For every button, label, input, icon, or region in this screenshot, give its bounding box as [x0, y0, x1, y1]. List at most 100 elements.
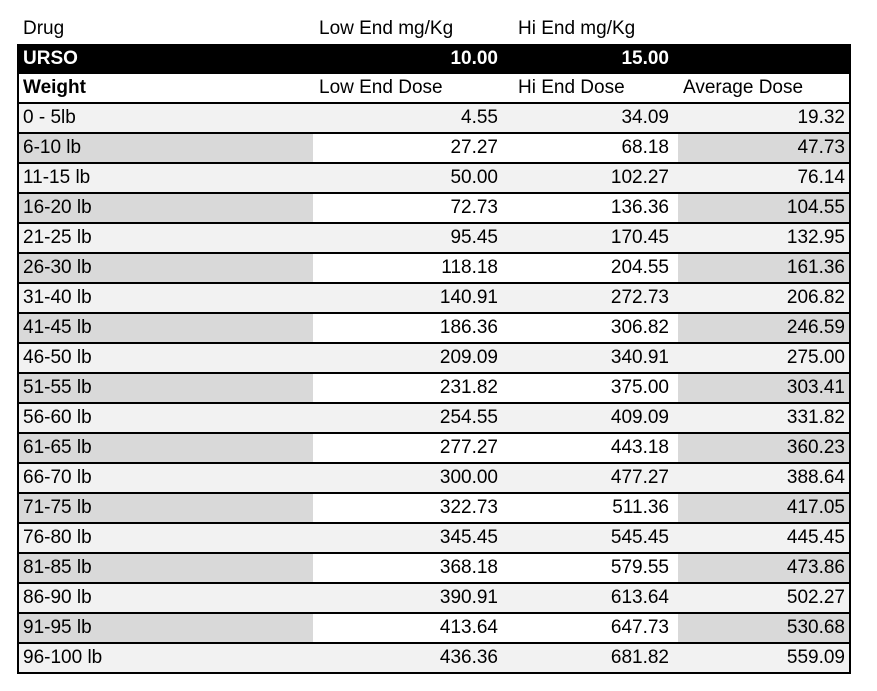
low-end-dose-cell: 413.64 [313, 614, 505, 642]
hi-end-dose-header: Hi End Dose [518, 77, 625, 98]
hi-end-dose-cell: 443.18 [505, 434, 678, 462]
average-dose-cell: 246.59 [678, 314, 849, 342]
weight-range-cell: 6-10 lb [19, 134, 313, 162]
drug-low-mgkg-cell: 10.00 [450, 48, 498, 69]
hi-end-dose-cell: 477.27 [505, 464, 678, 492]
low-end-dose-cell: 118.18 [313, 254, 505, 282]
table-row: 81-85 lb 368.18 579.55 473.86 [19, 554, 849, 584]
weight-range-cell: 86-90 lb [19, 584, 313, 612]
low-end-dose-cell: 436.36 [313, 644, 505, 672]
drug-column-header: Drug [23, 18, 65, 39]
low-end-dose-cell: 254.55 [313, 404, 505, 432]
weight-range-cell: 81-85 lb [19, 554, 313, 582]
average-dose-cell: 360.23 [678, 434, 849, 462]
table-row: 11-15 lb 50.00 102.27 76.14 [19, 164, 849, 194]
hi-end-dose-cell: 511.36 [505, 494, 678, 522]
table-row: 31-40 lb 140.91 272.73 206.82 [19, 284, 849, 314]
table-row: 86-90 lb 390.91 613.64 502.27 [19, 584, 849, 614]
weight-range-cell: 76-80 lb [19, 524, 313, 552]
table-row: 41-45 lb 186.36 306.82 246.59 [19, 314, 849, 344]
average-dose-cell: 303.41 [678, 374, 849, 402]
average-dose-cell: 559.09 [678, 644, 849, 672]
weight-range-cell: 91-95 lb [19, 614, 313, 642]
low-end-dose-cell: 72.73 [313, 194, 505, 222]
hi-end-dose-cell: 613.64 [505, 584, 678, 612]
table-row: 6-10 lb 27.27 68.18 47.73 [19, 134, 849, 164]
weight-range-cell: 41-45 lb [19, 314, 313, 342]
low-end-dose-cell: 50.00 [313, 164, 505, 192]
hi-end-dose-cell: 306.82 [505, 314, 678, 342]
average-dose-cell: 132.95 [678, 224, 849, 252]
table-row: 71-75 lb 322.73 511.36 417.05 [19, 494, 849, 524]
average-dose-cell: 104.55 [678, 194, 849, 222]
weight-range-cell: 26-30 lb [19, 254, 313, 282]
low-end-dose-cell: 4.55 [313, 104, 505, 132]
hi-end-dose-cell: 375.00 [505, 374, 678, 402]
drug-header-row: Drug Low End mg/Kg Hi End mg/Kg [17, 14, 851, 44]
average-dose-cell: 19.32 [678, 104, 849, 132]
hi-end-dose-cell: 136.36 [505, 194, 678, 222]
table-row: 0 - 5lb 4.55 34.09 19.32 [19, 104, 849, 134]
low-end-dose-cell: 186.36 [313, 314, 505, 342]
hi-end-dose-cell: 272.73 [505, 284, 678, 312]
hi-end-dose-cell: 579.55 [505, 554, 678, 582]
low-end-dose-cell: 300.00 [313, 464, 505, 492]
hi-end-dose-cell: 409.09 [505, 404, 678, 432]
average-dose-cell: 388.64 [678, 464, 849, 492]
table-row: 21-25 lb 95.45 170.45 132.95 [19, 224, 849, 254]
hi-end-dose-cell: 170.45 [505, 224, 678, 252]
weight-range-cell: 31-40 lb [19, 284, 313, 312]
weight-range-cell: 16-20 lb [19, 194, 313, 222]
hi-end-dose-cell: 68.18 [505, 134, 678, 162]
low-end-dose-cell: 390.91 [313, 584, 505, 612]
low-end-dose-cell: 368.18 [313, 554, 505, 582]
average-dose-cell: 473.86 [678, 554, 849, 582]
low-end-dose-cell: 277.27 [313, 434, 505, 462]
weight-column-header: Weight [23, 77, 86, 98]
average-dose-cell: 76.14 [678, 164, 849, 192]
low-end-dose-cell: 95.45 [313, 224, 505, 252]
average-dose-cell: 331.82 [678, 404, 849, 432]
weight-range-cell: 71-75 lb [19, 494, 313, 522]
drug-row-urso: URSO 10.00 15.00 [17, 44, 851, 74]
hi-end-dose-cell: 545.45 [505, 524, 678, 552]
average-dose-header: Average Dose [683, 77, 804, 98]
low-end-dose-cell: 140.91 [313, 284, 505, 312]
weight-range-cell: 0 - 5lb [19, 104, 313, 132]
average-dose-cell: 161.36 [678, 254, 849, 282]
table-row: 96-100 lb 436.36 681.82 559.09 [19, 644, 849, 674]
weight-range-cell: 21-25 lb [19, 224, 313, 252]
table-body: 0 - 5lb 4.55 34.09 19.32 6-10 lb 27.27 6… [17, 104, 851, 674]
weight-range-cell: 11-15 lb [19, 164, 313, 192]
drug-hi-mgkg-cell: 15.00 [621, 48, 669, 69]
table-row: 91-95 lb 413.64 647.73 530.68 [19, 614, 849, 644]
low-end-dose-cell: 27.27 [313, 134, 505, 162]
low-end-dose-cell: 231.82 [313, 374, 505, 402]
low-end-dose-cell: 345.45 [313, 524, 505, 552]
average-dose-cell: 417.05 [678, 494, 849, 522]
hi-end-dose-cell: 340.91 [505, 344, 678, 372]
low-end-dose-header: Low End Dose [319, 77, 443, 98]
table-row: 66-70 lb 300.00 477.27 388.64 [19, 464, 849, 494]
weight-range-cell: 51-55 lb [19, 374, 313, 402]
table-row: 26-30 lb 118.18 204.55 161.36 [19, 254, 849, 284]
average-dose-cell: 530.68 [678, 614, 849, 642]
hi-end-dose-cell: 647.73 [505, 614, 678, 642]
low-end-dose-cell: 322.73 [313, 494, 505, 522]
table-row: 76-80 lb 345.45 545.45 445.45 [19, 524, 849, 554]
weight-range-cell: 66-70 lb [19, 464, 313, 492]
drug-name-cell: URSO [23, 48, 78, 69]
average-dose-cell: 275.00 [678, 344, 849, 372]
average-dose-cell: 502.27 [678, 584, 849, 612]
hi-end-dose-cell: 102.27 [505, 164, 678, 192]
drug-header-spacer [678, 14, 849, 44]
low-end-dose-cell: 209.09 [313, 344, 505, 372]
average-dose-cell: 445.45 [678, 524, 849, 552]
table-row: 16-20 lb 72.73 136.36 104.55 [19, 194, 849, 224]
dose-header-row: Weight Low End Dose Hi End Dose Average … [17, 74, 851, 104]
dosing-table: Drug Low End mg/Kg Hi End mg/Kg URSO 10.… [17, 14, 851, 674]
table-row: 46-50 lb 209.09 340.91 275.00 [19, 344, 849, 374]
hi-end-dose-cell: 34.09 [505, 104, 678, 132]
hi-end-mgkg-header: Hi End mg/Kg [518, 18, 636, 39]
hi-end-dose-cell: 681.82 [505, 644, 678, 672]
